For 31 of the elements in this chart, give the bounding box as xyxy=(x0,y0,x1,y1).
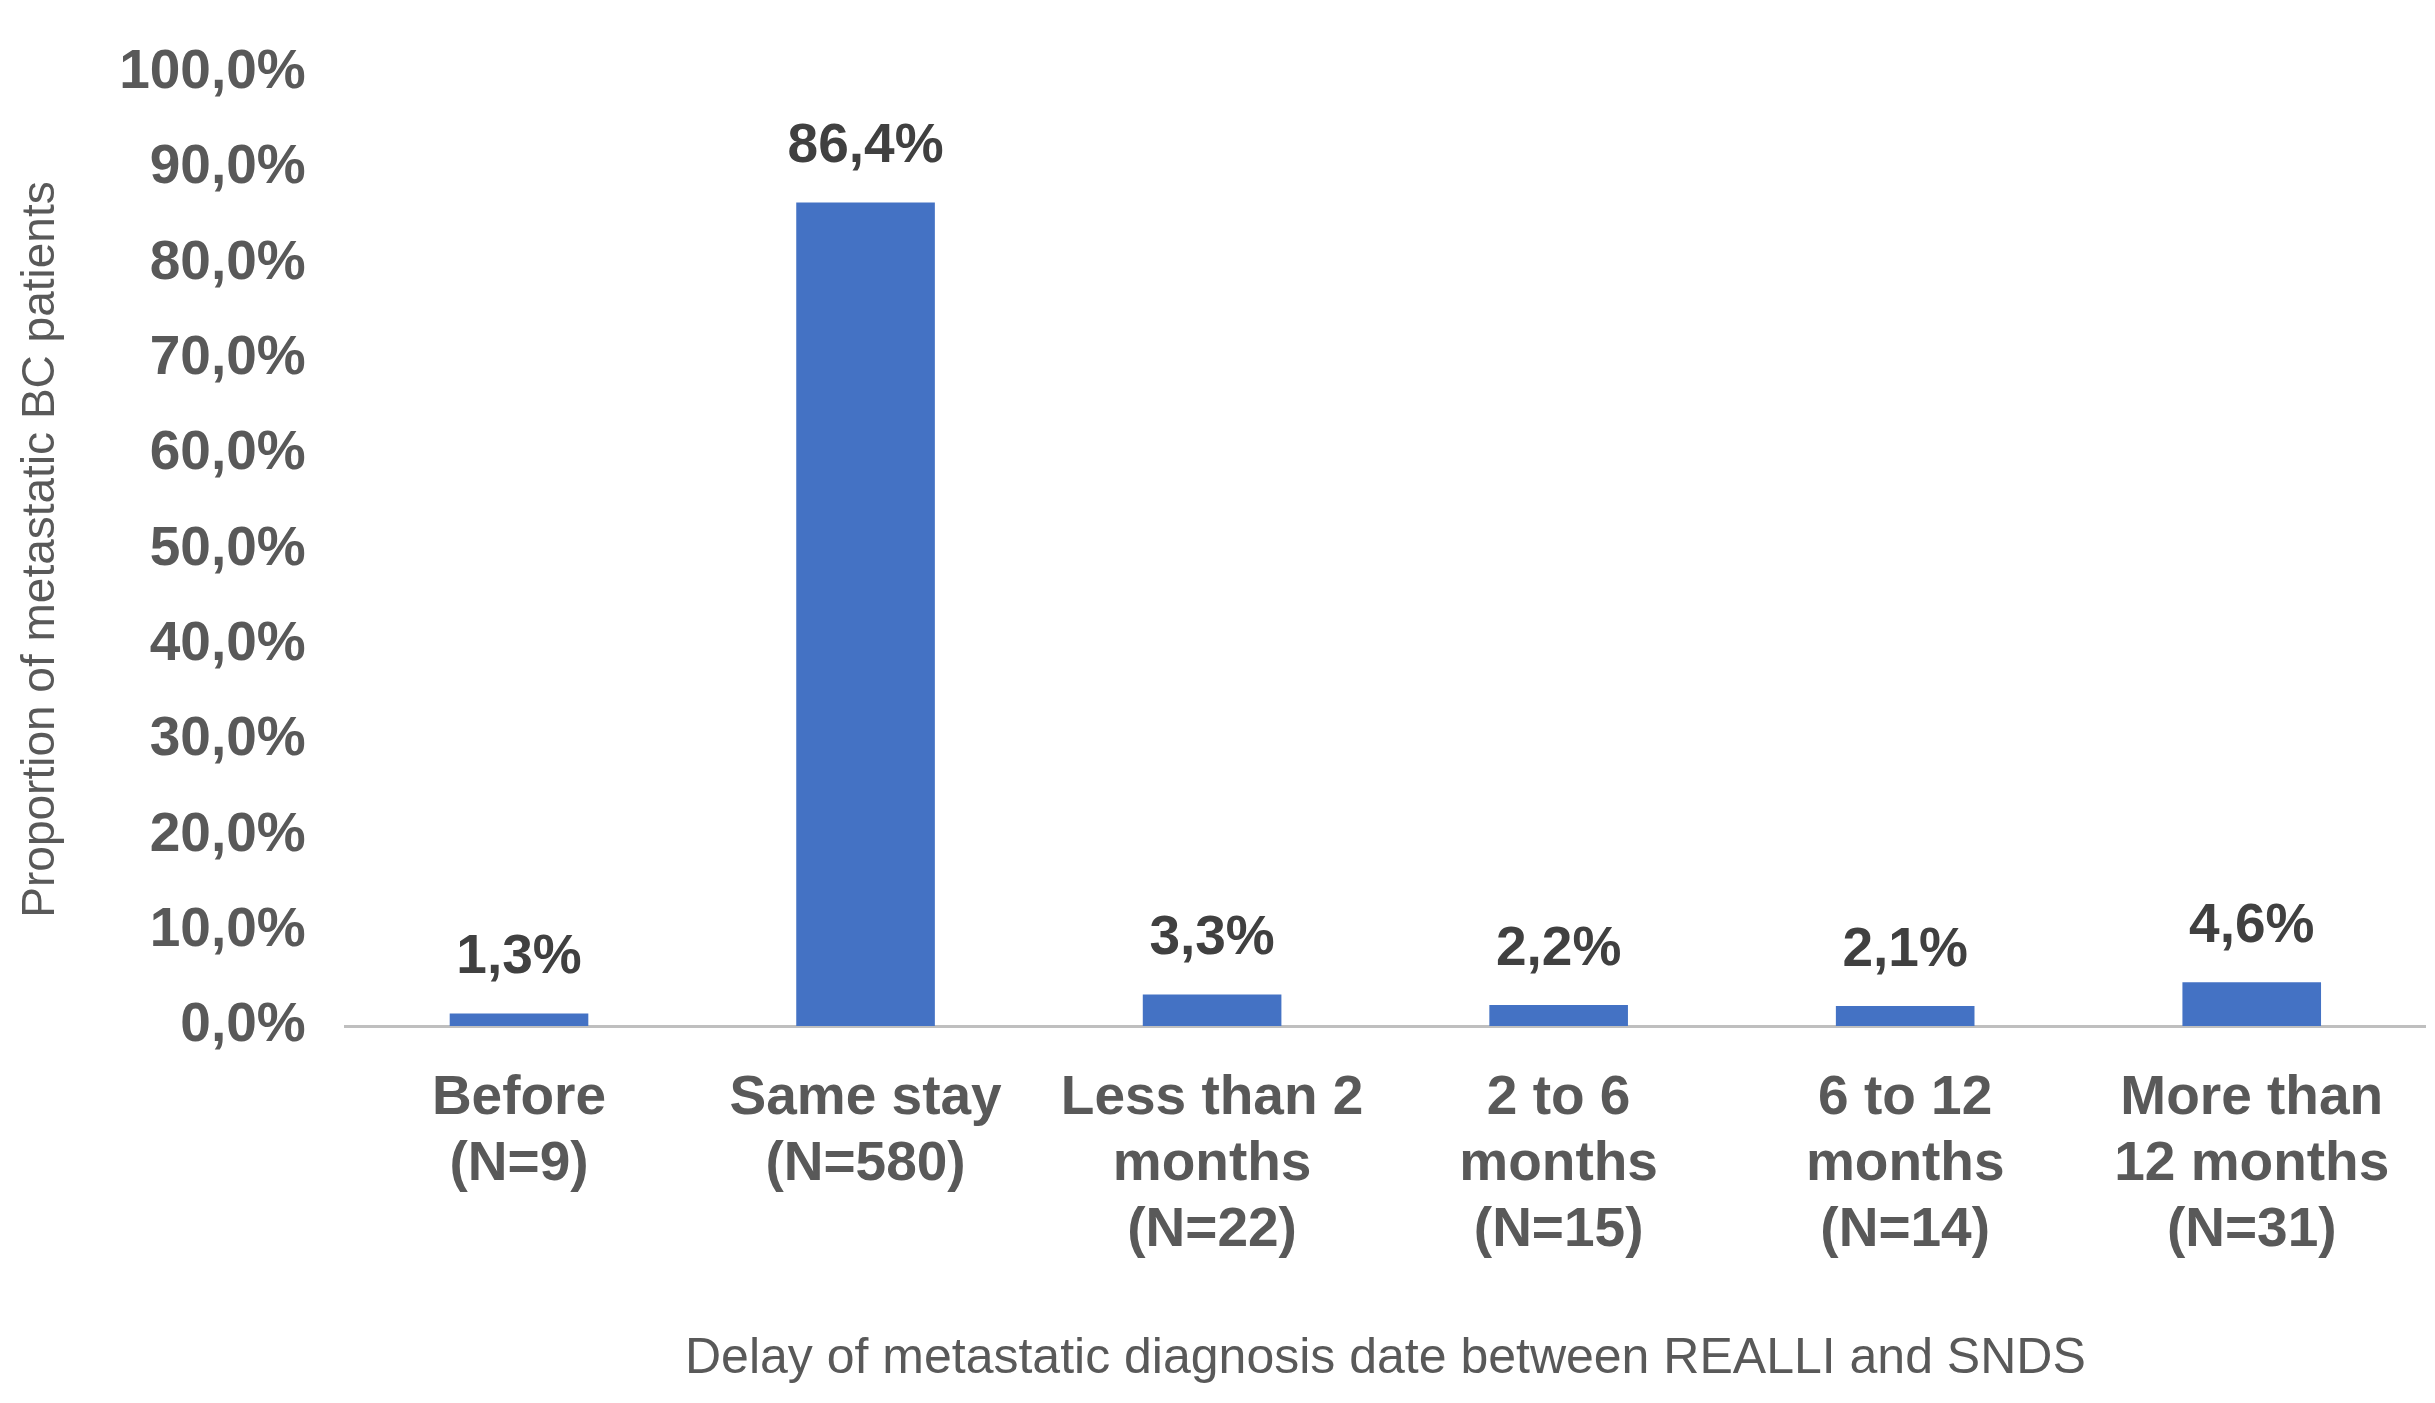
x-tick-label: Same stay (N=580) xyxy=(729,1064,1003,1193)
data-label: 2,1% xyxy=(1842,915,1968,978)
data-label: 4,6% xyxy=(2189,891,2315,954)
data-label: 1,3% xyxy=(456,923,582,986)
y-tick-label: 40,0% xyxy=(149,609,306,672)
x-axis-title: Delay of metastatic diagnosis date between REALLI and SNDS xyxy=(684,1327,2086,1384)
bar xyxy=(2182,982,2322,1026)
bar xyxy=(449,1013,589,1026)
x-tick-label: 2 to 6 months (N=15) xyxy=(1459,1064,1658,1259)
y-tick-label: 50,0% xyxy=(149,514,306,577)
bar xyxy=(1489,1005,1628,1026)
x-tick-label: More than 12 months (N=31) xyxy=(2114,1064,2390,1259)
data-label: 86,4% xyxy=(787,112,944,175)
y-tick-label: 0,0% xyxy=(180,991,306,1054)
bar xyxy=(796,202,935,1026)
x-tick-label: 6 to 12 months (N=14) xyxy=(1805,1064,2005,1259)
y-axis-title: Proportion of metastatic BC patients xyxy=(12,181,65,918)
data-label: 2,2% xyxy=(1495,914,1622,977)
y-tick-label: 60,0% xyxy=(149,419,306,482)
x-tick-label: Before (N=9) xyxy=(431,1064,607,1193)
bar xyxy=(1142,994,1282,1026)
y-tick-label: 90,0% xyxy=(149,133,306,196)
y-tick-label: 10,0% xyxy=(149,895,306,958)
y-tick-label: 30,0% xyxy=(149,705,306,768)
y-tick-label: 20,0% xyxy=(149,800,306,863)
y-tick-label: 70,0% xyxy=(149,324,306,387)
y-tick-label: 100,0% xyxy=(119,38,306,101)
x-tick-label: Less than 2 months (N=22) xyxy=(1060,1064,1364,1259)
bar xyxy=(1835,1005,1975,1026)
y-tick-label: 80,0% xyxy=(149,228,306,291)
data-label: 3,3% xyxy=(1149,904,1275,967)
